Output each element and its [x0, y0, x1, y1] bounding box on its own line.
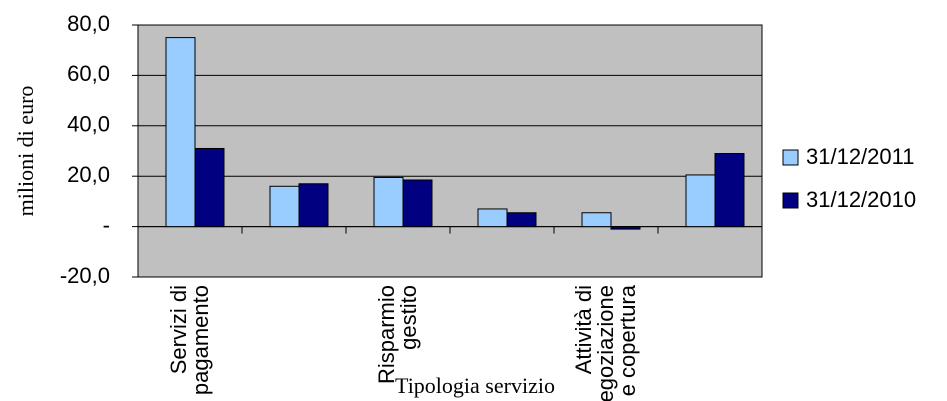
y-tick-label: 80,0 [67, 11, 110, 36]
bar [373, 176, 404, 228]
x-tick-label: Risparmiogestito [374, 285, 421, 384]
bar [477, 208, 508, 228]
bar [165, 37, 196, 228]
y-tick-label: 60,0 [67, 61, 110, 86]
y-axis-label: milioni di euro [13, 86, 38, 217]
legend-label: 31/12/2011 [806, 144, 914, 169]
bar [714, 153, 745, 228]
y-tick-label: 40,0 [67, 112, 110, 137]
bar [298, 183, 329, 228]
x-tick-label: Servizi dipagamento [166, 285, 213, 395]
bar [402, 179, 433, 228]
x-axis-label: Tipologia servizio [395, 373, 555, 398]
bar [685, 174, 716, 228]
bar [194, 147, 225, 228]
bar [506, 212, 537, 228]
x-tick-label: Attività dinegoziazionee copertura [571, 284, 640, 401]
y-tick-label: 20,0 [67, 162, 110, 187]
plot-area [137, 24, 763, 278]
bar [581, 212, 612, 228]
y-tick-label: -20,0 [60, 263, 110, 288]
y-tick-label: - [103, 212, 110, 237]
legend-label: 31/12/2010 [806, 187, 916, 212]
legend-swatch [782, 149, 799, 166]
bar [610, 226, 641, 230]
bar [269, 185, 300, 228]
legend-swatch [782, 192, 799, 209]
